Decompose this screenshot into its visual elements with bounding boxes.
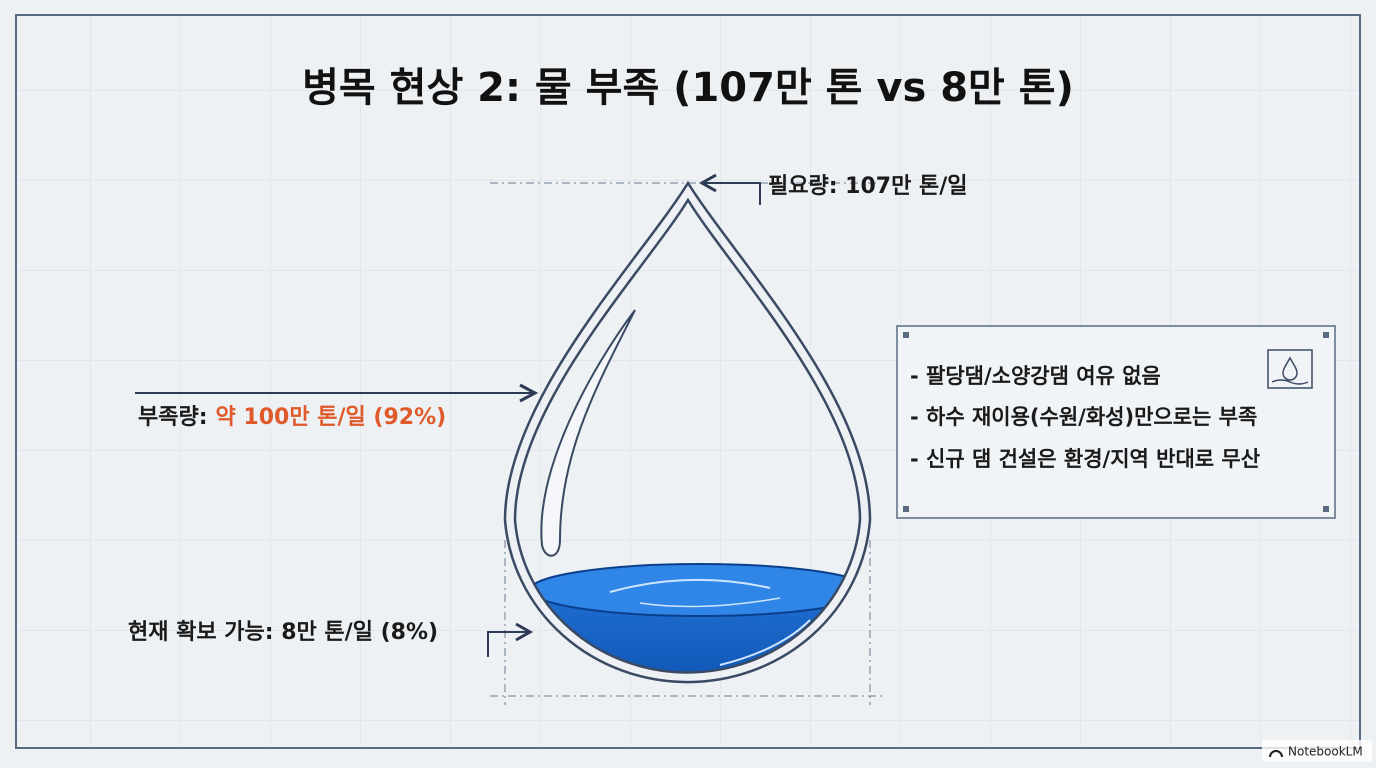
notes-box xyxy=(896,325,1336,519)
drop-outer xyxy=(503,180,872,684)
required-label: 필요량: 107만 톤/일 xyxy=(768,174,968,199)
drop-highlight xyxy=(540,309,636,557)
current-label: 현재 확보 가능: 8만 톤/일 (8%) xyxy=(128,620,438,645)
shortage-prefix: 부족량: xyxy=(138,405,208,430)
note: - 팔당댐/소양강댐 여유 없음 xyxy=(910,364,1161,388)
title: 병목 현상 2: 물 부족 (107만 톤 vs 8만 톤) xyxy=(302,65,1074,111)
note: - 하수 재이용(수원/화성)만으로는 부족 xyxy=(910,405,1257,429)
guides xyxy=(490,182,885,705)
leaders xyxy=(135,173,761,657)
water-icon xyxy=(1267,349,1313,389)
note: - 신규 댐 건설은 환경/지역 반대로 무산 xyxy=(910,447,1260,471)
drop-inner xyxy=(513,197,862,674)
box-corners xyxy=(903,332,1329,512)
watermark: NotebookLM xyxy=(1262,740,1372,762)
shortage-value: 약 100만 톤/일 (92%) xyxy=(216,405,447,430)
watermark-text: NotebookLM xyxy=(1288,745,1363,759)
